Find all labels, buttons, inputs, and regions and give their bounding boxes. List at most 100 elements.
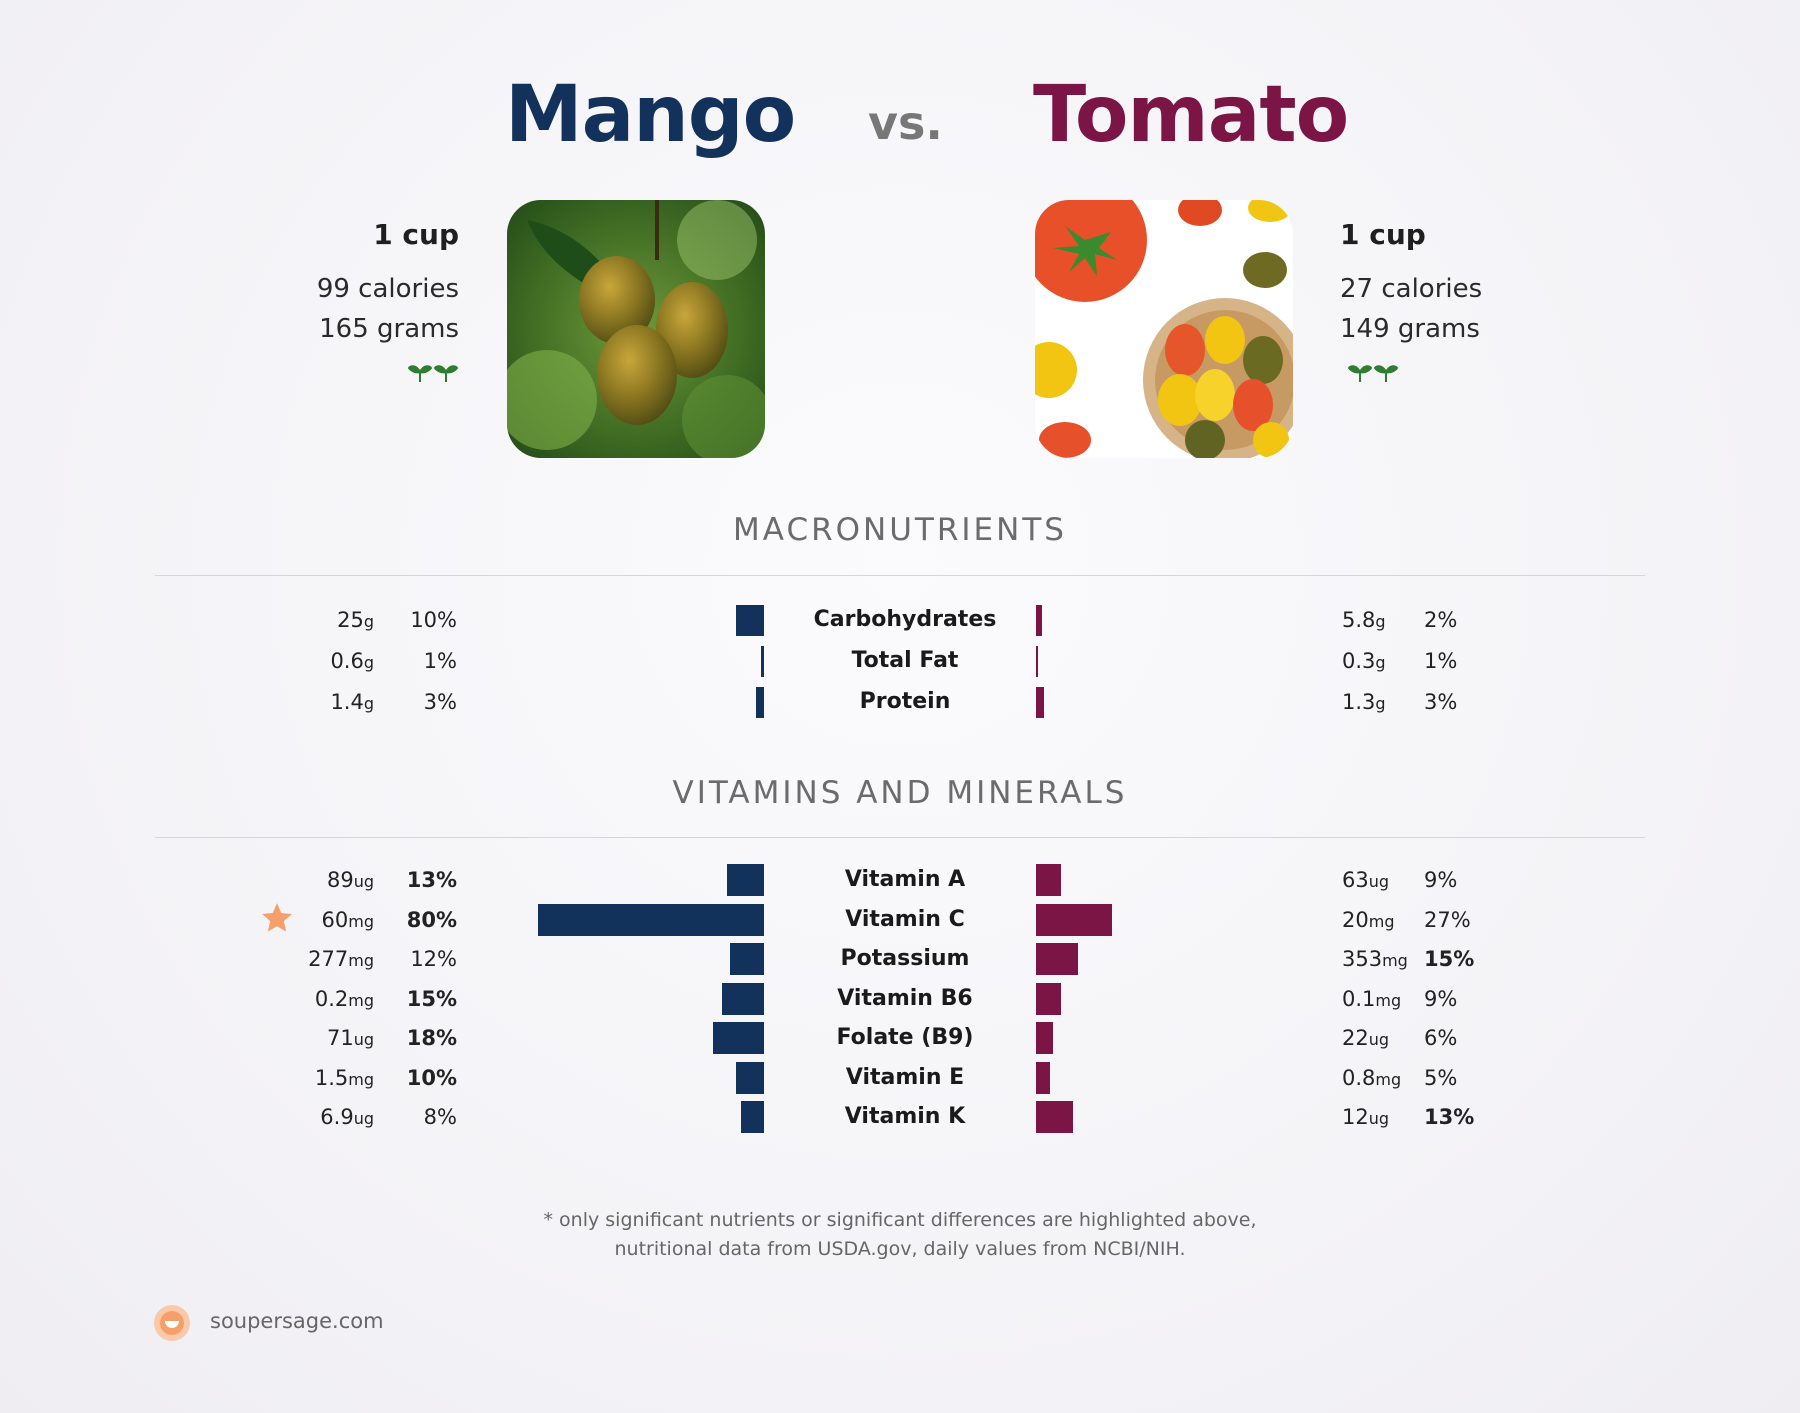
chart-row: 25g 10% Carbohydrates 5.8g 2% (0, 602, 1800, 638)
left-daily-value: 10% (410, 608, 457, 632)
right-daily-value: 27% (1424, 907, 1471, 932)
left-amount-value: 6.9 (320, 1105, 354, 1129)
right-bar (1036, 686, 1045, 718)
chart-row: 0.6g 1% Total Fat 0.3g 1% (0, 643, 1800, 679)
soupersage-logo-icon (154, 1305, 190, 1341)
tomato-photo (1035, 200, 1293, 458)
nutrient-label: Vitamin A (844, 867, 966, 892)
left-amount: 25g (337, 602, 374, 640)
right-food-title: Tomato (1033, 70, 1349, 160)
left-bar (713, 1022, 764, 1054)
left-amount: 1.4g (330, 684, 374, 722)
versus-label: vs. (868, 96, 943, 150)
left-bar (735, 1061, 764, 1094)
right-bar (1036, 1101, 1073, 1133)
right-bar (1036, 903, 1113, 936)
left-bar (755, 686, 764, 718)
right-daily-value: 2% (1424, 608, 1458, 632)
nutrient-label: Vitamin E (845, 1064, 965, 1090)
nutrient-label: Folate (B9) (836, 1025, 974, 1050)
nutrient-label: Potassium (840, 946, 970, 971)
left-daily-value: 12% (410, 947, 457, 971)
left-amount: 277mg (308, 941, 374, 979)
chart-row: 6.9ug 8% Vitamin K 12ug 13% (0, 1099, 1800, 1135)
right-amount: 0.3g (1342, 643, 1386, 681)
vitamins-heading: VITAMINS AND MINERALS (672, 775, 1128, 811)
left-daily-value: 10% (406, 1065, 457, 1090)
right-amount: 63ug (1342, 862, 1389, 900)
left-amount-unit: g (363, 653, 374, 672)
chart-row: 60mg 80% Vitamin C 20mg 27% (0, 902, 1800, 938)
right-amount-unit: mg (1368, 911, 1395, 931)
right-amount-unit: ug (1368, 1030, 1390, 1049)
right-amount-unit: mg (1382, 951, 1408, 970)
right-amount: 0.8mg (1342, 1060, 1401, 1098)
left-amount-value: 277 (308, 947, 349, 971)
left-serving: 1 cup (373, 218, 459, 251)
left-amount-value: 0.2 (314, 986, 349, 1011)
vitamins-divider (155, 837, 1645, 838)
right-amount: 22ug (1342, 1020, 1389, 1058)
right-amount-value: 5.8 (1342, 608, 1376, 632)
right-serving: 1 cup (1340, 218, 1426, 251)
left-daily-value: 80% (406, 907, 457, 932)
plant-sprouts-icon (1348, 365, 1399, 382)
right-amount: 12ug (1342, 1099, 1389, 1137)
left-amount-unit: mg (348, 1069, 374, 1089)
right-amount-value: 1.3 (1342, 690, 1376, 714)
right-amount-unit: mg (1375, 990, 1402, 1010)
right-amount-unit: g (1375, 612, 1386, 631)
left-amount-value: 25 (337, 608, 364, 632)
footnote-line-2: nutritional data from USDA.gov, daily va… (614, 1238, 1186, 1260)
left-amount: 60mg (322, 902, 374, 940)
right-daily-value: 15% (1424, 947, 1475, 971)
right-daily-value: 9% (1424, 986, 1458, 1011)
left-amount-value: 1.5 (314, 1065, 349, 1090)
right-amount-unit: ug (1368, 872, 1390, 891)
right-daily-value: 5% (1424, 1065, 1458, 1090)
left-daily-value: 13% (406, 868, 457, 892)
left-bar (735, 604, 764, 636)
right-amount: 353mg (1342, 941, 1408, 979)
right-amount-value: 12 (1342, 1105, 1369, 1129)
right-daily-value: 3% (1424, 690, 1458, 714)
star-icon (262, 903, 292, 932)
right-amount: 1.3g (1342, 684, 1386, 722)
right-amount-unit: g (1375, 694, 1386, 713)
right-daily-value: 1% (1424, 649, 1458, 673)
right-amount-unit: ug (1368, 1109, 1390, 1128)
right-amount-value: 0.1 (1342, 986, 1376, 1011)
left-bar (741, 1101, 764, 1133)
left-amount-value: 1.4 (330, 690, 364, 714)
right-daily-value: 9% (1424, 868, 1458, 892)
left-bar (761, 645, 764, 677)
left-daily-value: 18% (406, 1026, 457, 1050)
right-bar (1036, 864, 1062, 896)
right-amount-value: 0.3 (1342, 649, 1376, 673)
macronutrients-heading: MACRONUTRIENTS (733, 512, 1067, 548)
left-amount-value: 89 (326, 868, 354, 892)
left-amount: 89ug (327, 862, 374, 900)
right-amount-value: 353 (1342, 947, 1383, 971)
left-amount: 0.6g (330, 643, 374, 681)
plant-sprouts-icon (408, 365, 459, 382)
macronutrients-divider (155, 575, 1645, 576)
left-amount-unit: mg (348, 911, 374, 931)
right-amount-unit: mg (1375, 1069, 1402, 1089)
brand-link[interactable]: soupersage.com (210, 1309, 384, 1333)
left-amount-unit: ug (353, 1030, 374, 1049)
nutrient-label: Protein (859, 689, 951, 714)
nutrient-label: Carbohydrates (813, 607, 997, 632)
left-amount-value: 60 (321, 907, 349, 932)
right-amount-unit: g (1375, 653, 1386, 672)
left-amount-value: 71 (326, 1026, 354, 1050)
left-amount-unit: g (363, 612, 374, 631)
left-amount: 0.2mg (315, 981, 374, 1019)
right-amount-value: 0.8 (1342, 1065, 1376, 1090)
chart-row: 277mg 12% Potassium 353mg 15% (0, 941, 1800, 977)
chart-row: 1.5mg 10% Vitamin E 0.8mg 5% (0, 1060, 1800, 1096)
right-calories: 27 calories (1340, 274, 1483, 304)
left-bar (727, 864, 764, 896)
right-bar (1036, 943, 1079, 975)
nutrient-label: Vitamin C (845, 906, 965, 932)
